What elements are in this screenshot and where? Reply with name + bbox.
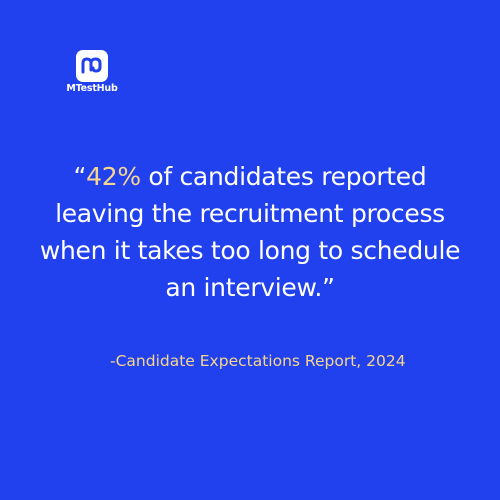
brand-name: MTestHub bbox=[66, 83, 118, 94]
quote-line: an interview.” bbox=[165, 273, 335, 302]
quote-line: “42% of candidates reported bbox=[0, 158, 500, 195]
attribution: -Candidate Expectations Report, 2024 bbox=[110, 352, 406, 370]
quote: “42% of candidates reported leaving the r… bbox=[0, 158, 500, 306]
brand-logo bbox=[76, 50, 108, 82]
quote-open: “ bbox=[73, 162, 87, 191]
quote-highlight: 42% bbox=[86, 162, 141, 191]
quote-line: leaving the recruitment process bbox=[55, 199, 445, 228]
quote-text: of candidates reported bbox=[148, 162, 427, 191]
quote-line: when it takes too long to schedule bbox=[39, 236, 461, 265]
